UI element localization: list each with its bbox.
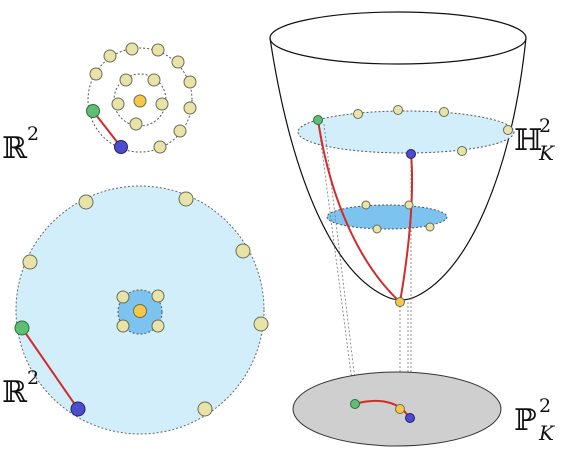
green-node [313, 115, 323, 125]
hyperboloid-rim [269, 11, 527, 65]
hyperboloid-model [269, 11, 527, 416]
center-node [133, 94, 147, 108]
geodesic-curve-left [317, 119, 401, 303]
hyperboloid-surface [269, 37, 527, 301]
label-superscript: 2 [27, 123, 39, 145]
geodesic-edge-large [21, 327, 79, 410]
small-euclidean-graph [86, 42, 197, 154]
graph-node [119, 73, 133, 87]
graph-node [103, 49, 117, 63]
label-symbol: ℝ [2, 131, 28, 166]
graph-node [111, 97, 125, 111]
graph-node [393, 105, 403, 115]
graph-node [151, 43, 165, 57]
graph-node [151, 319, 165, 333]
center-node [395, 297, 405, 307]
large-disk-graph [14, 185, 269, 435]
upper-slice [297, 110, 515, 154]
label-plane-large: ℝ 2 [2, 367, 39, 410]
graph-node [425, 222, 435, 232]
graph-node [404, 200, 414, 210]
graph-node [235, 243, 251, 259]
outer-nodes-large [22, 191, 269, 417]
lower-slice [326, 204, 448, 230]
green-node [350, 399, 360, 409]
projective-geodesic [354, 399, 409, 417]
graph-node [183, 101, 197, 115]
label-plane-small: ℝ 2 [2, 123, 39, 166]
label-hyperboloid: ℍ 2 K [514, 115, 555, 165]
blue-node [114, 140, 128, 154]
geodesic-edge-small [92, 110, 122, 148]
blue-node [70, 401, 86, 417]
label-symbol: ℝ [2, 375, 28, 410]
graph-node [353, 109, 363, 119]
center-node [133, 304, 147, 318]
projective-disk-model [292, 371, 502, 447]
graph-node [197, 401, 213, 417]
blue-node [406, 149, 416, 159]
graph-node [89, 67, 103, 81]
graph-node [253, 316, 269, 332]
graph-node [372, 224, 382, 234]
graph-node [439, 107, 449, 117]
outer-ring [87, 47, 193, 153]
label-projective: ℙ 2 K [514, 395, 555, 445]
inner-nodes [111, 73, 169, 131]
graph-node [178, 191, 194, 207]
graph-node [147, 73, 161, 87]
graph-node [171, 55, 185, 69]
graph-node [361, 200, 371, 210]
geodesic-curve-right [399, 153, 414, 303]
graph-node [129, 117, 143, 131]
graph-node [22, 254, 38, 270]
label-symbol: ℍ [514, 123, 542, 158]
label-superscript: 2 [27, 367, 39, 389]
label-superscript: 2 [539, 115, 551, 137]
graph-node [78, 194, 94, 210]
graph-node [125, 42, 139, 56]
upper-slice-nodes [353, 105, 513, 156]
label-symbol: ℙ [514, 403, 537, 438]
outer-nodes [89, 42, 197, 154]
label-subscript: K [538, 421, 555, 445]
center-node [395, 404, 405, 414]
graph-node [153, 140, 167, 154]
inner-nodes-large [116, 289, 165, 333]
graph-node [173, 124, 187, 138]
graph-node [155, 97, 169, 111]
blue-node [405, 413, 415, 423]
graph-node [151, 289, 165, 303]
green-node [14, 320, 30, 336]
graph-node [183, 75, 197, 89]
green-node [86, 104, 100, 118]
label-superscript: 2 [539, 395, 551, 417]
lower-slice-nodes [361, 200, 435, 234]
graph-node [503, 125, 513, 135]
graph-node [116, 319, 130, 333]
label-subscript: K [538, 141, 555, 165]
graph-node [457, 146, 467, 156]
graph-node [116, 290, 130, 304]
